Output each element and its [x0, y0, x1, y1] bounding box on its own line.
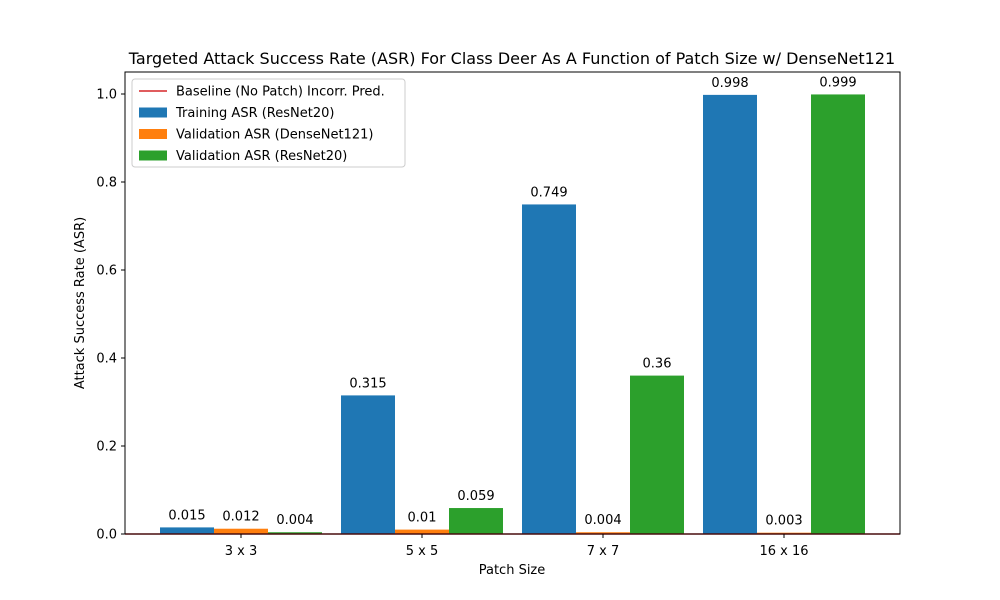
data-label: 0.998: [711, 76, 748, 91]
legend-box: [131, 78, 406, 168]
data-label: 0.004: [276, 513, 313, 528]
legend-swatch: [139, 150, 167, 161]
y-tick-label: 0.8: [96, 176, 117, 191]
data-label: 0.004: [584, 513, 621, 528]
data-label: 0.003: [765, 514, 802, 529]
bar-3-2: [449, 508, 503, 534]
axes: 0.0 0.2 0.4 0.6 0.8 1.0 3 x 3 5 x 5 7 x 7 16 x 16: [96, 71, 901, 559]
y-tick-label: 1.0: [96, 88, 117, 103]
bar-2-2: [395, 529, 449, 534]
plot-area: 0.015 0.315 0.749 0.998 0.012 0.01 0.004 0.003 0…: [125, 75, 900, 535]
legend: Baseline (No Patch) Incorr. Pred. Trainin…: [131, 78, 406, 168]
x-tick-label: 5 x 5: [406, 544, 439, 559]
data-label: 0.999: [819, 75, 856, 90]
axes-frame: [124, 71, 901, 535]
data-label: 0.749: [530, 185, 567, 200]
y-axis-label: Attack Success Rate (ASR): [73, 217, 88, 389]
x-tick-label: 3 x 3: [225, 544, 258, 559]
bar-3-3: [630, 375, 684, 534]
legend-label: Validation ASR (DenseNet121): [176, 128, 373, 143]
y-tick-label: 0.0: [96, 528, 117, 543]
data-label: 0.059: [457, 489, 494, 504]
legend-label: Baseline (No Patch) Incorr. Pred.: [176, 85, 385, 100]
legend-swatch: [139, 107, 167, 118]
y-tick-label: 0.4: [96, 352, 117, 367]
bar-1-1: [160, 527, 214, 534]
bar-3-4: [811, 94, 865, 534]
y-tick-label: 0.6: [96, 264, 117, 279]
y-tick-label: 0.2: [96, 440, 117, 455]
legend-label: Training ASR (ResNet20): [175, 106, 334, 121]
x-axis-label: Patch Size: [479, 563, 546, 578]
data-label: 0.315: [349, 376, 386, 391]
bar-1-2: [341, 395, 395, 534]
x-tick-label: 7 x 7: [587, 544, 620, 559]
bar-3-1: [268, 532, 322, 534]
data-label: 0.015: [168, 508, 205, 523]
legend-label: Validation ASR (ResNet20): [176, 149, 347, 164]
x-tick-label: 16 x 16: [759, 544, 808, 559]
bar-1-3: [522, 204, 576, 534]
bar-2-1: [214, 528, 268, 534]
chart-title: Targeted Attack Success Rate (ASR) For C…: [128, 49, 895, 68]
data-label: 0.36: [643, 357, 672, 372]
bar-2-3: [576, 532, 630, 534]
bar-1-4: [703, 94, 757, 534]
legend-swatch: [139, 129, 167, 139]
data-label: 0.01: [408, 511, 437, 526]
data-label: 0.012: [222, 510, 259, 525]
